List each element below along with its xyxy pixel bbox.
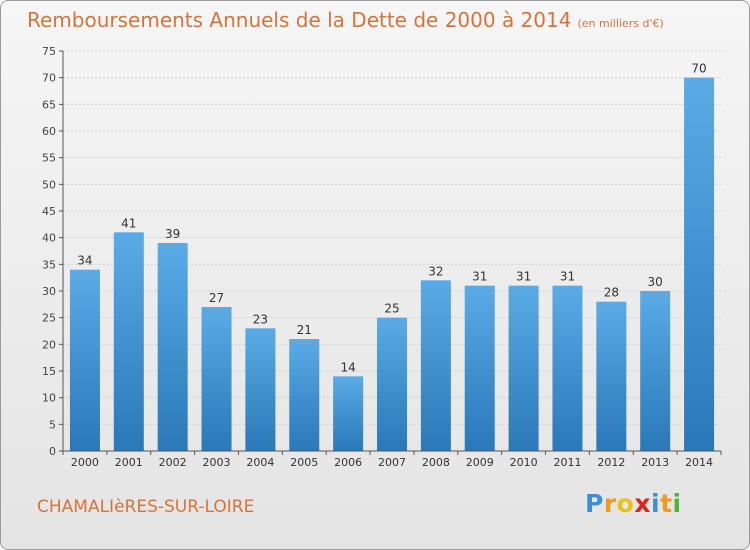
logo-letter: t	[660, 489, 673, 518]
data-label-2011: 31	[560, 270, 575, 284]
x-tick-label: 2006	[334, 456, 362, 469]
x-axis-ticks: 2000 2001 2002 2003 2004 2005 2006 2007 2008 2009…	[62, 451, 722, 469]
bar-2009	[464, 285, 495, 451]
bar-2001	[113, 232, 144, 451]
title-text: Remboursements Annuels de la Dette de 20…	[27, 8, 572, 32]
data-label-2014: 70	[691, 62, 706, 76]
y-tick-label: 30	[42, 285, 56, 298]
bar-2002	[157, 243, 188, 451]
data-label-2013: 30	[648, 275, 663, 289]
y-tick-label: 50	[42, 178, 56, 191]
bar-2011	[552, 285, 583, 451]
bar-2007	[377, 317, 407, 451]
x-tick-label: 2014	[685, 456, 713, 469]
bar-2010	[508, 285, 539, 451]
logo-letter: P	[585, 489, 604, 518]
data-label-2001: 41	[121, 216, 136, 230]
y-tick-label: 25	[42, 312, 56, 325]
x-tick-label: 2012	[597, 456, 625, 469]
bar-2008	[420, 280, 451, 451]
y-axis-ticks: 0 5 10 15 20 25 30 35 40 45 50 55 60 65 70 75	[42, 45, 63, 458]
data-label-2000: 34	[77, 254, 92, 268]
logo-letter: i	[672, 489, 682, 518]
x-tick-label: 2003	[203, 456, 231, 469]
x-tick-label: 2008	[422, 456, 450, 469]
x-tick-label: 2011	[553, 456, 581, 469]
data-labels: 34 41 39 27 23 21 14 25 32 31 31 31 28 30 70	[77, 62, 706, 375]
logo-letter: r	[603, 489, 617, 518]
bar-2014	[684, 77, 715, 452]
x-tick-label: 2004	[246, 456, 274, 469]
data-label-2006: 14	[340, 360, 355, 374]
unit-note: (en milliers d'€)	[577, 17, 664, 30]
bar-2013	[640, 291, 671, 451]
x-tick-label: 2009	[466, 456, 494, 469]
logo-letter: o	[616, 489, 635, 518]
data-label-2008: 32	[428, 264, 443, 278]
bars	[69, 77, 715, 452]
y-tick-label: 70	[42, 72, 56, 85]
logo-letter: i	[651, 489, 661, 518]
bar-2004	[245, 328, 276, 451]
y-tick-label: 35	[42, 258, 56, 271]
data-label-2002: 39	[165, 227, 180, 241]
bar-2003	[201, 307, 232, 451]
x-tick-label: 2002	[159, 456, 187, 469]
commune-name: CHAMALIèRES-SUR-LOIRE	[37, 497, 255, 517]
y-tick-label: 60	[42, 125, 56, 138]
y-tick-label: 0	[49, 445, 56, 458]
data-label-2009: 31	[472, 270, 487, 284]
x-tick-label: 2013	[641, 456, 669, 469]
proxiti-logo: Proxiti	[585, 489, 682, 518]
x-tick-label: 2005	[290, 456, 318, 469]
chart-title: Remboursements Annuels de la Dette de 20…	[27, 8, 664, 32]
data-label-2004: 23	[253, 312, 268, 326]
bar-2012	[596, 301, 627, 451]
x-tick-label: 2010	[510, 456, 538, 469]
bar-2000	[69, 269, 100, 451]
x-tick-label: 2007	[378, 456, 406, 469]
x-tick-label: 2001	[115, 456, 143, 469]
data-label-2003: 27	[209, 291, 224, 305]
bar-2005	[289, 339, 320, 451]
y-tick-label: 75	[42, 45, 56, 58]
y-tick-label: 55	[42, 152, 56, 165]
data-label-2012: 28	[604, 286, 619, 300]
y-tick-label: 65	[42, 98, 56, 111]
y-tick-label: 40	[42, 232, 56, 245]
logo-letter: x	[634, 489, 651, 518]
y-tick-label: 10	[42, 392, 56, 405]
y-tick-label: 15	[42, 365, 56, 378]
data-label-2007: 25	[384, 302, 399, 316]
data-label-2005: 21	[297, 323, 312, 337]
bar-2006	[333, 376, 364, 451]
y-tick-label: 20	[42, 338, 56, 351]
y-tick-label: 5	[49, 418, 56, 431]
data-label-2010: 31	[516, 270, 531, 284]
y-tick-label: 45	[42, 205, 56, 218]
x-tick-label: 2000	[71, 456, 99, 469]
